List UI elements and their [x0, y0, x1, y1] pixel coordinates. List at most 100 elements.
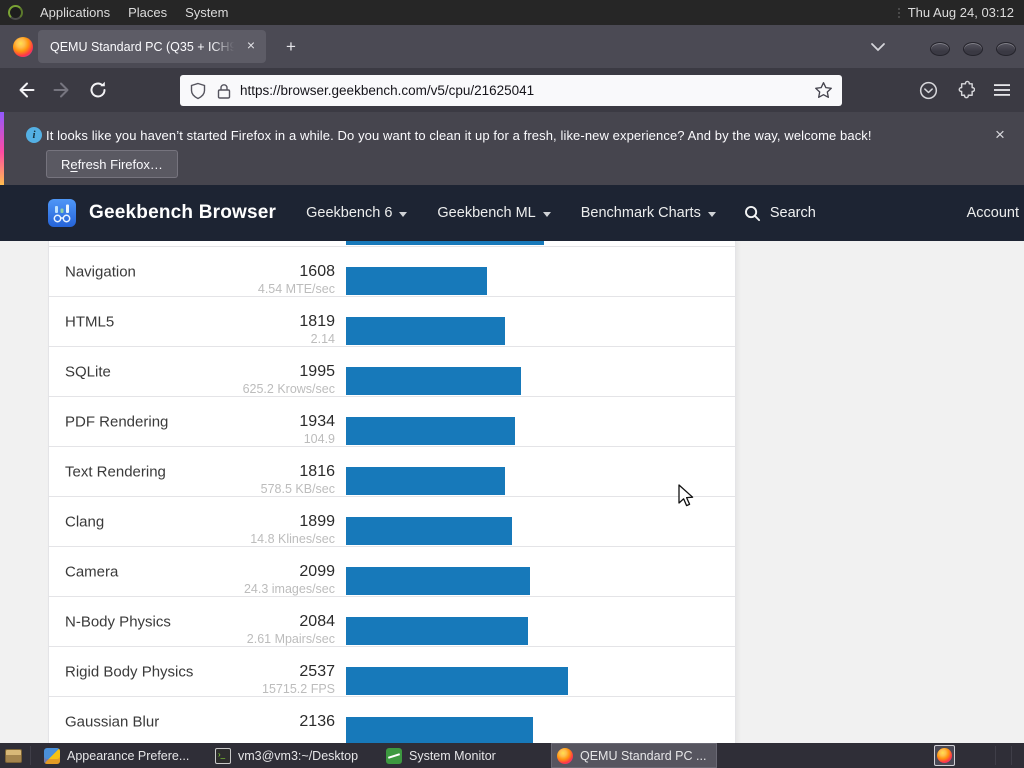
benchmark-name: HTML5 — [65, 313, 115, 330]
benchmark-bar — [346, 717, 533, 743]
close-window-button[interactable] — [996, 42, 1016, 56]
benchmark-row: Text Rendering 1816 578.5 KB/sec — [49, 447, 735, 497]
nav-geekbench-ml[interactable]: Geekbench ML — [437, 205, 551, 221]
benchmark-rate: 24.3 images/sec — [243, 582, 335, 596]
benchmark-row: Clang 1899 14.8 Klines/sec — [49, 497, 735, 547]
menu-places[interactable]: Places — [128, 5, 168, 20]
benchmark-score: 1899 — [299, 513, 335, 530]
browser-tab[interactable]: QEMU Standard PC (Q35 + ICH9 × — [38, 30, 266, 63]
benchmark-rate: 578.5 KB/sec — [260, 482, 335, 496]
forward-arrow-icon — [53, 82, 69, 98]
url-text: https://browser.geekbench.com/v5/cpu/216… — [240, 83, 535, 98]
firefox-logo-icon — [13, 37, 33, 57]
clock[interactable]: Thu Aug 24, 03:12 — [907, 5, 1014, 20]
search-icon — [744, 205, 760, 221]
list-all-tabs-button[interactable] — [866, 38, 890, 56]
distro-menu-icon[interactable] — [8, 5, 23, 20]
reload-button[interactable] — [84, 76, 112, 104]
refresh-label-prefix: R — [61, 156, 71, 172]
benchmark-score: 2084 — [299, 613, 335, 630]
system-tray — [934, 745, 1024, 766]
site-title[interactable]: Geekbench Browser — [89, 202, 277, 223]
notification-close-icon[interactable]: × — [995, 125, 1005, 144]
nav-account[interactable]: Account — [967, 205, 1024, 221]
benchmark-name: Navigation — [65, 263, 136, 280]
benchmark-score: 1934 — [299, 413, 335, 430]
benchmark-name: Camera — [65, 563, 119, 580]
menu-applications[interactable]: Applications — [40, 5, 111, 20]
nav-geekbench-6[interactable]: Geekbench 6 — [306, 205, 408, 221]
nav-benchmark-charts[interactable]: Benchmark Charts — [581, 205, 716, 221]
system-monitor-icon — [386, 747, 402, 764]
nav-label: Geekbench 6 — [306, 205, 393, 221]
benchmark-bar — [346, 667, 568, 695]
taskbar-separator — [30, 746, 31, 765]
hamburger-icon — [994, 84, 1010, 96]
benchmark-bar — [346, 467, 505, 495]
benchmark-bar — [346, 367, 521, 395]
taskbar-task-appearance[interactable]: Appearance Prefere... — [38, 743, 204, 768]
benchmark-bar — [346, 267, 487, 295]
refresh-label-accesskey: e — [70, 156, 78, 172]
taskbar-task-system-monitor[interactable]: System Monitor — [380, 743, 546, 768]
nav-label: Benchmark Charts — [580, 205, 701, 221]
pocket-button[interactable] — [914, 76, 942, 104]
menu-button[interactable] — [988, 76, 1016, 104]
url-bar[interactable]: https://browser.geekbench.com/v5/cpu/216… — [180, 75, 842, 106]
bottom-taskbar: Appearance Prefere... vm3@vm3:~/Desktop … — [0, 743, 1024, 768]
reload-icon — [90, 81, 106, 98]
refresh-label-suffix: fresh Firefox… — [77, 156, 163, 172]
benchmark-score: 2537 — [299, 663, 335, 680]
benchmark-score: 1608 — [299, 263, 335, 280]
taskbar-task-firefox[interactable]: QEMU Standard PC ... — [551, 743, 717, 768]
notification-message: It looks like you haven’t started Firefo… — [46, 128, 872, 143]
caret-down-icon — [399, 211, 408, 217]
benchmark-bar — [346, 617, 528, 645]
firefox-tray-item[interactable] — [934, 745, 955, 766]
menu-system[interactable]: System — [185, 5, 229, 20]
firefox-icon — [557, 747, 573, 764]
geekbench-header: Geekbench Browser Geekbench 6 Geekbench … — [0, 185, 1024, 241]
benchmark-score: 1819 — [299, 313, 335, 330]
site-search[interactable]: Search — [744, 205, 816, 222]
benchmark-name: Clang — [65, 513, 105, 530]
firefox-tab-bar: QEMU Standard PC (Q35 + ICH9 × + — [0, 25, 1024, 68]
benchmark-name: Text Rendering — [65, 463, 166, 480]
taskbar-separator — [1011, 746, 1012, 765]
taskbar-separator — [995, 746, 996, 765]
benchmark-score: 1816 — [299, 463, 335, 480]
panel-grip-icon — [897, 7, 900, 18]
firefox-icon — [937, 748, 952, 763]
window-controls — [930, 42, 1016, 56]
maximize-button[interactable] — [963, 42, 983, 56]
benchmark-row-clipped: Mpixels/sec — [49, 241, 735, 247]
appearance-icon — [44, 747, 60, 764]
bookmark-star-icon[interactable] — [814, 81, 833, 100]
new-tab-button[interactable]: + — [286, 37, 296, 56]
search-label: Search — [769, 205, 816, 221]
benchmark-row: N-Body Physics 2084 2.61 Mpairs/sec — [49, 597, 735, 647]
benchmark-name: SQLite — [65, 363, 111, 380]
shield-icon[interactable] — [189, 82, 207, 100]
benchmark-row: SQLite 1995 625.2 Krows/sec — [49, 347, 735, 397]
taskbar-task-terminal[interactable]: vm3@vm3:~/Desktop — [209, 743, 375, 768]
geekbench-logo-icon[interactable] — [48, 199, 76, 227]
file-manager-icon[interactable] — [5, 748, 22, 763]
benchmark-bar — [346, 517, 512, 545]
tab-close-icon[interactable]: × — [246, 37, 256, 53]
benchmark-rate: 625.2 Krows/sec — [242, 382, 335, 396]
chevron-down-icon — [871, 43, 885, 52]
firefox-nav-bar: https://browser.geekbench.com/v5/cpu/216… — [0, 68, 1024, 112]
benchmark-rate: 2.61 Mpairs/sec — [246, 632, 335, 646]
benchmark-name: Gaussian Blur — [65, 713, 160, 730]
benchmark-score: 2136 — [299, 713, 335, 730]
benchmark-row: HTML5 1819 2.14 MElements/sec — [49, 297, 735, 360]
extensions-button[interactable] — [950, 76, 978, 104]
minimize-button[interactable] — [930, 42, 950, 56]
lock-icon[interactable] — [216, 82, 232, 100]
back-button[interactable] — [12, 76, 40, 104]
forward-button[interactable] — [48, 76, 76, 104]
benchmark-row: Rigid Body Physics 2537 15715.2 FPS — [49, 647, 735, 697]
